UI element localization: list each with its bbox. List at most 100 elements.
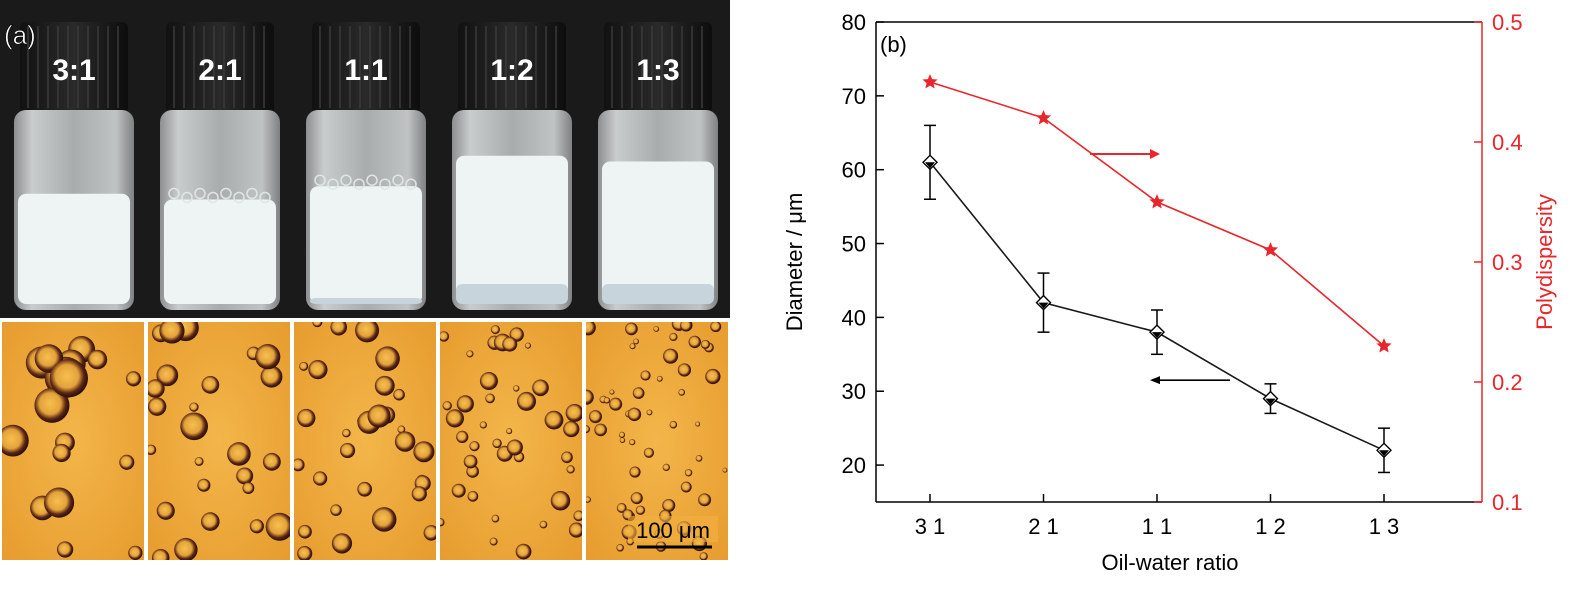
vial: 3:1 <box>14 22 134 310</box>
polydispersity-point <box>1035 110 1052 125</box>
droplet <box>662 498 676 512</box>
polydispersity-point <box>922 74 938 89</box>
polydispersity-point <box>1149 194 1165 209</box>
vial-cap <box>166 22 274 114</box>
droplet <box>490 325 500 335</box>
diameter-point-fill <box>1379 450 1389 457</box>
droplet <box>653 326 660 332</box>
panel-a-label: (a) <box>4 20 36 50</box>
droplet <box>565 404 582 422</box>
foam-bubble <box>314 174 326 186</box>
droplet <box>355 322 380 343</box>
droplet <box>629 343 636 350</box>
vial: 1:3 <box>598 22 718 310</box>
droplet <box>619 437 626 443</box>
droplet <box>594 423 607 437</box>
droplet <box>413 441 435 463</box>
foam-bubble <box>366 174 378 186</box>
droplet <box>260 365 283 388</box>
droplets <box>294 322 436 560</box>
droplet <box>440 518 445 527</box>
droplet <box>485 393 495 404</box>
droplet <box>603 397 611 404</box>
y-right-tick-label: 0.1 <box>1492 490 1523 515</box>
droplet <box>148 397 167 416</box>
foam-bubble <box>327 178 339 190</box>
droplet <box>265 512 290 541</box>
droplet <box>411 486 427 502</box>
droplet <box>633 338 639 345</box>
droplet <box>262 452 281 471</box>
foam-bubble <box>194 187 206 200</box>
droplet <box>517 391 536 411</box>
emulsion-layer <box>164 199 276 304</box>
droplet <box>125 371 142 387</box>
droplet <box>506 439 523 456</box>
droplet <box>423 525 436 541</box>
droplet <box>663 348 679 364</box>
droplet <box>467 490 479 502</box>
droplet <box>616 544 624 552</box>
droplet <box>722 467 728 473</box>
micrograph <box>2 322 144 560</box>
droplet <box>489 537 498 546</box>
vial-ratio-label: 1:1 <box>344 54 387 87</box>
micrograph <box>148 322 290 560</box>
droplet <box>630 492 643 505</box>
foam-bubble <box>181 191 193 204</box>
y-right-tick-label: 0.3 <box>1492 250 1523 275</box>
droplet <box>456 395 474 413</box>
droplet <box>643 447 655 458</box>
water-layer <box>456 284 568 304</box>
vial-cap <box>604 22 712 114</box>
droplets <box>440 325 582 560</box>
droplet <box>49 359 88 398</box>
droplet <box>710 322 722 333</box>
y-right-tick-label: 0.4 <box>1492 130 1523 155</box>
droplet <box>189 402 199 412</box>
droplet <box>550 491 571 511</box>
droplet <box>684 469 693 477</box>
droplet <box>255 344 281 370</box>
droplet <box>524 342 532 349</box>
diameter-point-fill <box>1038 302 1049 309</box>
droplet <box>297 545 313 560</box>
foam-bubble <box>259 191 271 204</box>
foam-bubble <box>340 174 352 186</box>
droplet <box>568 522 582 538</box>
droplet <box>297 408 316 428</box>
panel-a-photographs: 3:1 2:1 1:1 1:2 1:3 (a) 100 μm <box>0 0 730 588</box>
water-layer <box>310 298 422 304</box>
panel-b-chart: 20 30 40 50 60 70 80 0.1 0.2 0.3 0.4 0.5 3 1 2 1 1 1 1 … <box>760 0 1594 588</box>
y-axis-right-title: Polydispersity <box>1532 194 1557 330</box>
vial: 2:1 <box>160 22 280 310</box>
droplet <box>397 425 406 434</box>
droplet <box>532 379 549 397</box>
right-axis-arrowhead <box>1150 149 1160 159</box>
droplet <box>669 420 678 429</box>
droplet <box>588 410 602 424</box>
water-layer <box>602 284 714 304</box>
droplet <box>119 454 135 470</box>
foam-bubble <box>246 187 258 200</box>
droplet <box>635 505 646 515</box>
droplet <box>618 431 626 438</box>
droplet <box>236 467 254 485</box>
diameter-polydispersity-chart: 20 30 40 50 60 70 80 0.1 0.2 0.3 0.4 0.5 3 1 2 1 1 1 1 … <box>782 10 1557 575</box>
emulsion-photo-panel: 3:1 2:1 1:1 1:2 1:3 (a) 100 μm <box>0 0 730 588</box>
droplet <box>174 537 198 560</box>
foam-bubble <box>379 178 391 190</box>
droplet <box>586 496 591 503</box>
y-right-tick-label: 0.2 <box>1492 370 1523 395</box>
droplet <box>609 389 615 395</box>
droplet <box>442 401 452 411</box>
droplet <box>294 458 305 472</box>
droplet <box>695 455 703 462</box>
y-left-tick-label: 20 <box>842 453 866 478</box>
droplet <box>340 442 356 459</box>
x-tick-label: 1 3 <box>1369 514 1400 539</box>
droplet <box>586 425 590 434</box>
emulsion-layer <box>456 155 568 304</box>
droplet <box>646 409 653 416</box>
droplet <box>308 360 328 380</box>
